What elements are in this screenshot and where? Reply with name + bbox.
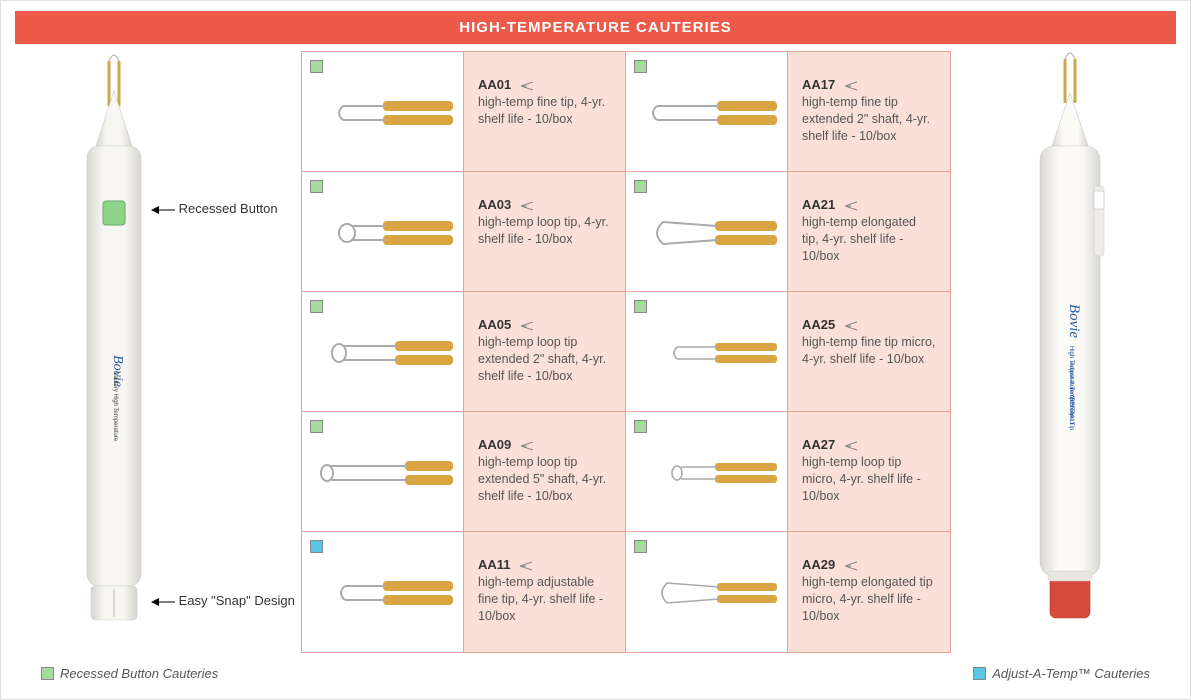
product-desc: high-temp fine tip micro, 4-yr. shelf li…: [802, 335, 935, 366]
product-desc-cell: AA03 high-temp loop tip, 4-yr. shelf lif…: [464, 172, 626, 291]
grid-row: AA09 high-temp loop tip extended 5" shaf…: [302, 412, 950, 532]
grid-row: AA03 high-temp loop tip, 4-yr. shelf lif…: [302, 172, 950, 292]
product-desc-cell: AA11 high-temp adjustable fine tip, 4-yr…: [464, 532, 626, 652]
legend-swatch-icon: [973, 667, 986, 680]
marker-icon: [310, 540, 323, 553]
product-code: AA29: [802, 557, 835, 572]
grid-row: AA11 high-temp adjustable fine tip, 4-yr…: [302, 532, 950, 652]
right-pen-graphic: Bovie High Temperature Cautery Adjust-A-…: [990, 51, 1150, 651]
legend-right: Adjust-A-Temp™ Cauteries: [973, 666, 1150, 681]
svg-text:Bovie: Bovie: [1066, 304, 1082, 338]
product-desc-cell: AA21 high-temp elongated tip, 4-yr. shel…: [788, 172, 950, 291]
callout-snap: Easy "Snap" Design: [151, 593, 295, 608]
legend-left: Recessed Button Cauteries: [41, 666, 218, 681]
product-image-cell: [626, 412, 788, 531]
product-desc: high-temp adjustable fine tip, 4-yr. she…: [478, 575, 603, 623]
product-grid: AA01 high-temp fine tip, 4-yr. shelf lif…: [301, 51, 951, 653]
product-code: AA11: [478, 557, 511, 572]
product-desc-cell: AA17 high-temp fine tip extended 2" shaf…: [788, 52, 950, 171]
product-desc-cell: AA29 high-temp elongated tip micro, 4-yr…: [788, 532, 950, 652]
product-desc: high-temp loop tip micro, 4-yr. shelf li…: [802, 455, 921, 503]
grid-row: AA01 high-temp fine tip, 4-yr. shelf lif…: [302, 52, 950, 172]
marker-icon: [634, 180, 647, 193]
legend-right-label: Adjust-A-Temp™ Cauteries: [992, 666, 1150, 681]
marker-icon: [310, 60, 323, 73]
callout-recessed: Recessed Button: [151, 201, 278, 216]
product-code: AA05: [478, 317, 511, 332]
product-desc-cell: AA05 high-temp loop tip extended 2" shaf…: [464, 292, 626, 411]
product-desc-cell: AA27 high-temp loop tip micro, 4-yr. she…: [788, 412, 950, 531]
marker-icon: [310, 300, 323, 313]
product-image-cell: [626, 292, 788, 411]
product-desc: high-temp elongated tip micro, 4-yr. she…: [802, 575, 933, 623]
product-image-cell: [626, 172, 788, 291]
product-image-cell: [302, 412, 464, 531]
legend-swatch-icon: [41, 667, 54, 680]
product-desc: high-temp elongated tip, 4-yr. shelf lif…: [802, 215, 916, 263]
product-desc-cell: AA25 high-temp fine tip micro, 4-yr. she…: [788, 292, 950, 411]
product-desc: high-temp fine tip, 4-yr. shelf life - 1…: [478, 95, 605, 126]
product-code: AA25: [802, 317, 835, 332]
product-code: AA03: [478, 197, 511, 212]
product-desc: high-temp loop tip, 4-yr. shelf life - 1…: [478, 215, 609, 246]
product-desc: high-temp loop tip extended 5" shaft, 4-…: [478, 455, 606, 503]
product-code: AA27: [802, 437, 835, 452]
svg-text:REF AA11: REF AA11: [1068, 397, 1074, 425]
product-desc-cell: AA09 high-temp loop tip extended 5" shaf…: [464, 412, 626, 531]
product-desc: high-temp loop tip extended 2" shaft, 4-…: [478, 335, 606, 383]
marker-icon: [634, 540, 647, 553]
grid-row: AA05 high-temp loop tip extended 2" shaf…: [302, 292, 950, 412]
header-bar: HIGH-TEMPERATURE CAUTERIES: [15, 11, 1176, 44]
left-pen-graphic: Bovie Cautery High Temperature Recessed …: [41, 51, 241, 651]
svg-text:Cautery High Temperature: Cautery High Temperature: [112, 371, 118, 442]
product-desc-cell: AA01 high-temp fine tip, 4-yr. shelf lif…: [464, 52, 626, 171]
product-code: AA01: [478, 77, 511, 92]
product-image-cell: [626, 532, 788, 652]
marker-icon: [310, 420, 323, 433]
product-image-cell: [302, 172, 464, 291]
product-code: AA21: [802, 197, 835, 212]
product-code: AA17: [802, 77, 835, 92]
product-code: AA09: [478, 437, 511, 452]
product-image-cell: [302, 532, 464, 652]
header-title: HIGH-TEMPERATURE CAUTERIES: [459, 19, 731, 36]
product-image-cell: [302, 52, 464, 171]
marker-icon: [634, 300, 647, 313]
product-image-cell: [626, 52, 788, 171]
marker-icon: [310, 180, 323, 193]
marker-icon: [634, 60, 647, 73]
marker-icon: [634, 420, 647, 433]
legend-left-label: Recessed Button Cauteries: [60, 666, 218, 681]
product-desc: high-temp fine tip extended 2" shaft, 4-…: [802, 95, 930, 143]
product-image-cell: [302, 292, 464, 411]
